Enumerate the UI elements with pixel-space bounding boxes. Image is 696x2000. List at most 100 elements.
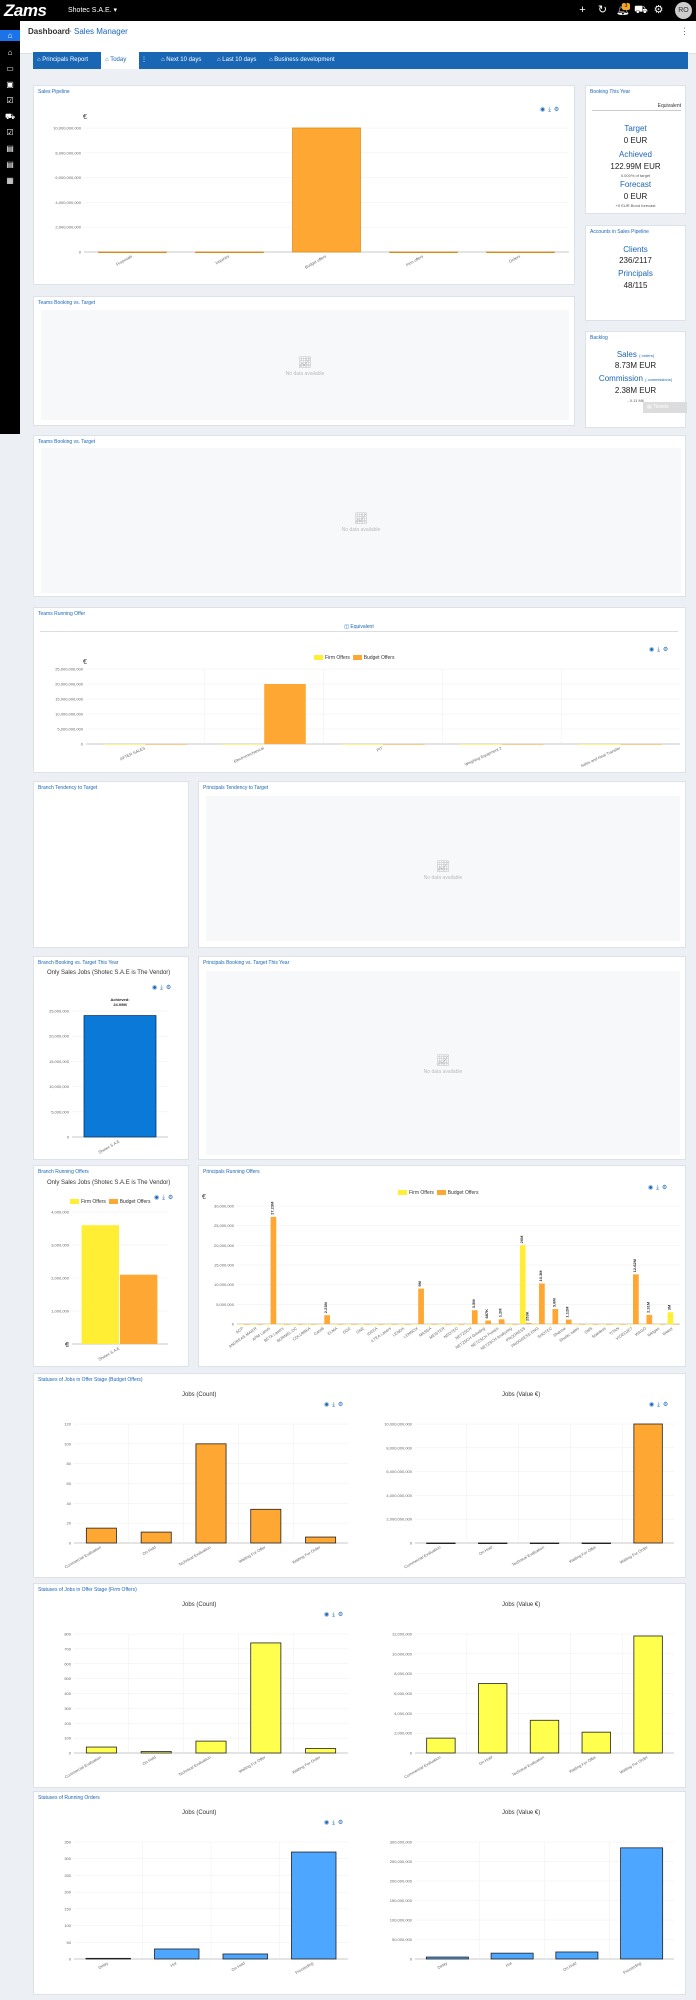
bar xyxy=(154,1948,200,1960)
x-tick-label: Waiting For Order xyxy=(619,1544,649,1564)
orders-count-chart: 0 50 100 150 200 250 300 350 Delay Hot On Hold Proc… xyxy=(64,1840,348,1975)
legend-budget[interactable]: Budget Offers xyxy=(447,1190,479,1196)
eye-icon[interactable]: ◉ xyxy=(154,1195,163,1201)
settings-icon[interactable]: ⚙ xyxy=(165,985,175,991)
orders-link[interactable]: ( orders) xyxy=(639,353,655,358)
settings-icon[interactable]: ⚙ xyxy=(337,1402,347,1408)
y-tick-label: 100 xyxy=(64,1736,71,1741)
bar xyxy=(243,1324,250,1325)
tab-principals-report[interactable]: ⌂ Principals Report xyxy=(37,57,88,63)
settings-icon[interactable]: ⚙ xyxy=(337,1820,347,1826)
backlog-panel: Backlog Sales ( orders) 8.73M EUR Commis… xyxy=(585,331,687,428)
bar xyxy=(291,1851,337,1960)
app-logo[interactable]: Zams xyxy=(4,1,47,20)
principals-label[interactable]: Principals xyxy=(618,269,653,278)
eye-icon[interactable]: ◉ xyxy=(152,985,161,991)
settings-icon[interactable]: ⚙ xyxy=(662,647,672,653)
tab-business-development[interactable]: ⌂ Business development xyxy=(269,57,335,63)
sidebar-item-report[interactable]: ▤ xyxy=(3,159,17,170)
sidebar-item-monitor[interactable]: ▭ xyxy=(3,63,17,74)
statuses-budget-panel: Statuses of Jobs in Offer Stage (Budget … xyxy=(33,1373,686,1578)
bar xyxy=(351,1324,357,1325)
legend-budget[interactable]: Budget Offers xyxy=(119,1199,151,1205)
eye-icon[interactable]: ◉ xyxy=(324,1820,333,1826)
sidebar-item-cart[interactable]: ⛟ xyxy=(3,111,17,122)
y-tick-label: 15,000,000 xyxy=(214,1263,235,1268)
tab-next-10-days[interactable]: ⌂ Next 10 days xyxy=(161,57,202,63)
bar xyxy=(546,1324,553,1325)
eye-icon[interactable]: ◉ xyxy=(324,1612,333,1618)
currency-label: € xyxy=(65,1342,69,1349)
x-tick-label: SMS xyxy=(583,1326,593,1335)
eye-icon[interactable]: ◉ xyxy=(324,1402,333,1408)
tab-more-icon[interactable]: ⋮ xyxy=(141,57,147,63)
company-selector[interactable]: Shotec S.A.E. ▾ xyxy=(68,7,118,14)
statuses-firm-panel: Statuses of Jobs in Offer Stage (Firm Of… xyxy=(33,1583,686,1788)
settings-icon[interactable]: ⚙ xyxy=(167,1195,177,1201)
settings-icon[interactable]: ⚙ xyxy=(337,1612,347,1618)
download-icon[interactable]: ⤓ xyxy=(548,107,554,113)
tickets-button[interactable]: ▤ Tickets xyxy=(643,402,687,413)
sidebar-item-briefcase[interactable]: ▣ xyxy=(3,79,17,90)
download-icon[interactable]: ⤓ xyxy=(332,1402,338,1408)
settings-icon[interactable]: ⚙ xyxy=(553,107,563,113)
x-tick-label: Delay xyxy=(97,1961,108,1970)
sidebar-item-dashboard[interactable]: ⌂ xyxy=(3,47,17,58)
statuses-orders-panel: Statuses of Running Orders Jobs (Count) … xyxy=(33,1791,686,1995)
sidebar-item-home[interactable]: ⌂ xyxy=(0,30,20,41)
legend-firm[interactable]: Firm Offers xyxy=(325,655,350,661)
y-tick-label: 0 xyxy=(410,1541,413,1546)
y-tick-label: 250,000,000 xyxy=(390,1859,413,1864)
sidebar-item-document[interactable]: ▤ xyxy=(3,143,17,154)
count-chart-toolbar: ◉⤓⚙ xyxy=(324,1819,346,1827)
equivalent-select[interactable]: ◫ Equivalent xyxy=(40,624,678,632)
sidebar-item-check[interactable]: ☑ xyxy=(3,95,17,106)
download-icon[interactable]: ⤓ xyxy=(332,1612,338,1618)
avatar[interactable]: RO xyxy=(675,2,692,19)
commissions-link[interactable]: ( commissions) xyxy=(645,377,673,382)
tab-today[interactable]: ⌂ Today xyxy=(101,52,139,69)
download-icon[interactable]: ⤓ xyxy=(656,1185,662,1191)
settings-icon[interactable]: ⚙ xyxy=(661,1185,671,1191)
legend-budget[interactable]: Budget Offers xyxy=(363,655,395,661)
bar xyxy=(667,1312,674,1324)
bar xyxy=(425,1324,432,1325)
eye-icon[interactable]: ◉ xyxy=(649,647,658,653)
breadcrumb-home[interactable]: Dashboard xyxy=(28,27,70,36)
plus-icon[interactable]: + xyxy=(579,4,586,16)
x-tick-label: Weber xyxy=(661,1325,674,1336)
more-options-icon[interactable]: ⋮ xyxy=(680,26,689,36)
x-tick-label: Waiting For Offer xyxy=(238,1754,267,1774)
bar xyxy=(251,1324,258,1325)
currency-label: € xyxy=(83,659,87,666)
eye-icon[interactable]: ◉ xyxy=(540,107,549,113)
download-icon[interactable]: ⤓ xyxy=(160,985,166,991)
principals-value: 48/115 xyxy=(623,281,648,290)
clients-label[interactable]: Clients xyxy=(623,245,648,254)
history-icon[interactable]: ↻ xyxy=(597,4,608,16)
legend-firm[interactable]: Firm Offers xyxy=(409,1190,434,1196)
settings-icon[interactable]: ⚙ xyxy=(653,4,664,16)
currency-mode-select[interactable]: Equivalent xyxy=(592,103,681,111)
tab-last-10-days[interactable]: ⌂ Last 10 days xyxy=(217,57,257,63)
chart-line-icon: 📈︎ xyxy=(354,512,368,525)
sidebar-item-apps[interactable]: ▦ xyxy=(3,175,17,186)
legend-firm[interactable]: Firm Offers xyxy=(81,1199,106,1205)
bar xyxy=(331,1324,338,1325)
download-icon[interactable]: ⤓ xyxy=(162,1195,168,1201)
settings-icon[interactable]: ⚙ xyxy=(662,1402,672,1408)
download-icon[interactable]: ⤓ xyxy=(332,1820,338,1826)
download-icon[interactable]: ⤓ xyxy=(657,1402,663,1408)
bar xyxy=(85,1957,131,1960)
sidebar-item-box[interactable]: ☑ xyxy=(3,127,17,138)
cart-icon[interactable]: ⛟ xyxy=(634,4,648,16)
chart-toolbar: ◉⤓⚙ xyxy=(152,984,174,992)
bar xyxy=(364,1324,371,1325)
value-chart-title: Jobs (Value €) xyxy=(502,1810,541,1816)
eye-icon[interactable]: ◉ xyxy=(649,1402,658,1408)
y-tick-label: 2,000,000,000 xyxy=(386,1517,412,1522)
x-tick-label: Wirtgen xyxy=(646,1326,660,1338)
download-icon[interactable]: ⤓ xyxy=(657,647,663,653)
panel-title: Branch Booking vs. Target This Year xyxy=(38,960,119,966)
eye-icon[interactable]: ◉ xyxy=(648,1185,657,1191)
